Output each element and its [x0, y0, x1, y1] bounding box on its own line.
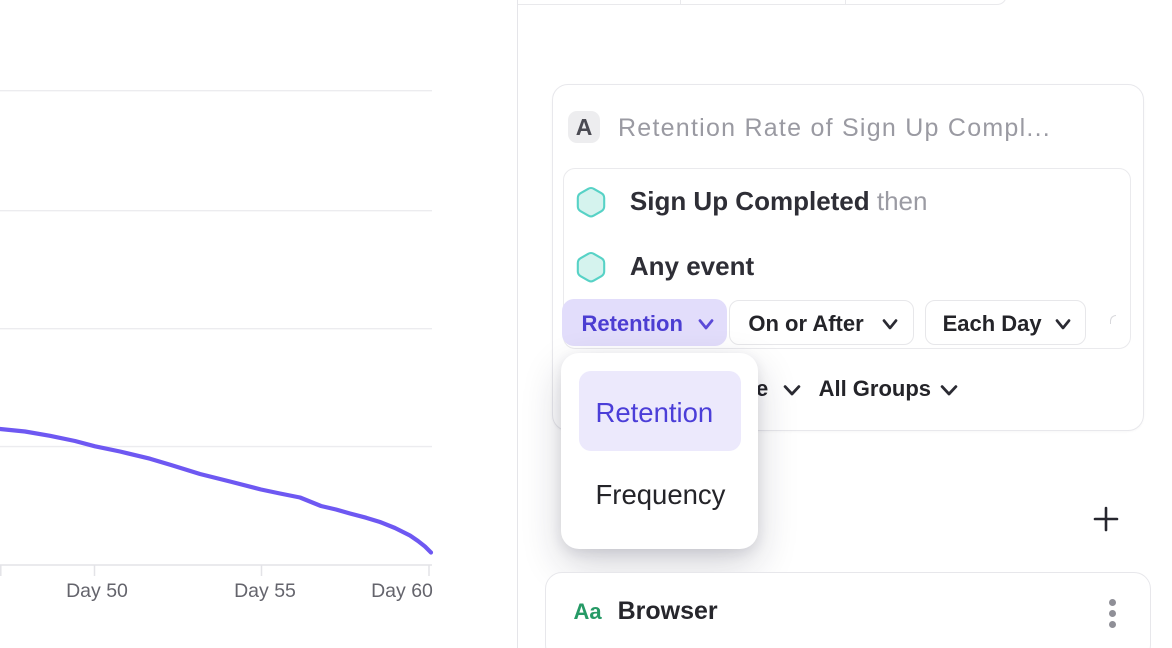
svg-text:Day 50: Day 50 — [66, 580, 128, 602]
svg-text:Day 55: Day 55 — [234, 580, 296, 602]
svg-text:Day 60: Day 60 — [371, 580, 433, 602]
